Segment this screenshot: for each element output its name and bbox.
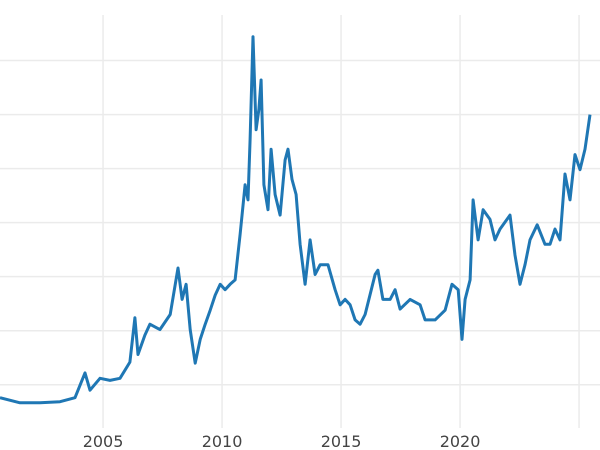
gridlines [0, 15, 600, 428]
x-tick-label: 2005 [83, 432, 124, 450]
x-axis-ticks: 2005 2010 2015 2020 [83, 432, 481, 450]
x-tick-label: 2020 [440, 432, 481, 450]
x-tick-label: 2015 [321, 432, 362, 450]
x-tick-label: 2010 [202, 432, 243, 450]
series-line [0, 35, 592, 405]
